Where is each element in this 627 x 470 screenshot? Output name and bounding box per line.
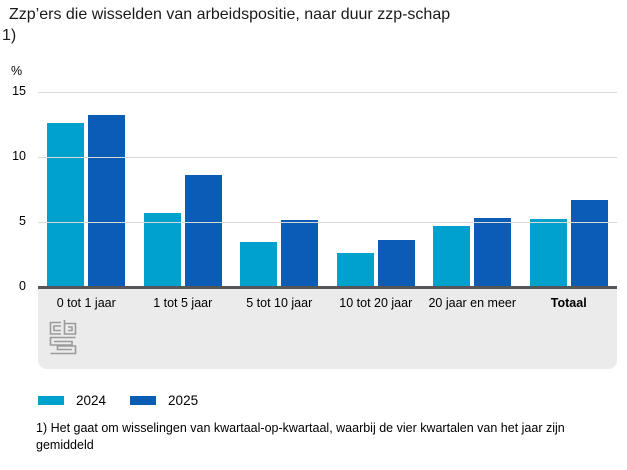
gridline — [38, 221, 617, 223]
bar-2024 — [47, 123, 85, 287]
y-axis-tick-label: 15 — [12, 84, 26, 98]
legend-label: 2025 — [168, 393, 199, 408]
footnote-line1: 1) Het gaat om wisselingen van kwartaal-… — [36, 421, 565, 435]
bar-group — [135, 92, 232, 287]
y-axis-tick-label: 10 — [12, 148, 26, 163]
y-axis-tick-label: 0 — [19, 278, 26, 293]
x-axis-band: 0 tot 1 jaar 1 tot 5 jaar 5 tot 10 jaar 10 … — [38, 289, 617, 369]
x-axis-labels: 0 tot 1 jaar 1 tot 5 jaar 5 tot 10 jaar 10 … — [38, 289, 617, 310]
y-axis-unit-label: % — [11, 64, 23, 78]
bar-2024 — [529, 219, 567, 287]
plot-area — [38, 92, 617, 287]
x-axis-label: 5 tot 10 jaar — [246, 296, 313, 310]
x-axis-label: 1 tot 5 jaar — [153, 296, 213, 310]
bar-2024 — [143, 212, 181, 287]
bar-group — [521, 92, 618, 287]
y-axis-tick-labels: 0 5 10 15 — [0, 84, 26, 293]
legend: 2024 2025 — [38, 393, 198, 408]
bar-2025 — [88, 115, 126, 287]
bar-group — [328, 92, 425, 287]
bar-2024 — [240, 242, 278, 287]
x-axis-label: 0 tot 1 jaar — [56, 296, 116, 310]
y-axis-tick-label: 5 — [19, 213, 26, 228]
x-axis-label: 10 tot 20 jaar — [339, 296, 413, 310]
x-axis-line — [38, 286, 617, 289]
legend-item: 2024 — [38, 393, 106, 408]
page-title-line1: Zzp’ers die wisselden van arbeidspositie… — [9, 6, 451, 23]
x-axis-label: 20 jaar en meer — [428, 296, 517, 310]
bar-2025 — [570, 199, 608, 287]
gridline — [38, 156, 617, 158]
page-title: Zzp’ers die wisselden van arbeidspositie… — [0, 4, 450, 46]
bar-2024 — [336, 252, 374, 287]
footnote: 1) Het gaat om wisselingen van kwartaal-… — [36, 420, 565, 454]
x-axis-label: Totaal — [550, 296, 587, 310]
legend-swatch-2025 — [130, 396, 157, 405]
bar-2025 — [474, 217, 512, 287]
page-title-line2: 1) — [2, 27, 17, 44]
bar-group — [38, 92, 135, 287]
cbs-logo — [49, 320, 77, 355]
bar-2024 — [433, 225, 471, 287]
bar-groups — [38, 92, 617, 287]
bar-group — [424, 92, 521, 287]
legend-label: 2024 — [76, 393, 107, 408]
legend-item: 2025 — [130, 393, 198, 408]
footnote-line2: gemiddeld — [36, 438, 94, 452]
bar-2025 — [184, 175, 222, 287]
legend-swatch-2024 — [38, 396, 64, 405]
bar-2025 — [377, 239, 415, 287]
bar-2025 — [281, 220, 319, 287]
bar-group — [231, 92, 328, 287]
gridline — [38, 92, 617, 93]
